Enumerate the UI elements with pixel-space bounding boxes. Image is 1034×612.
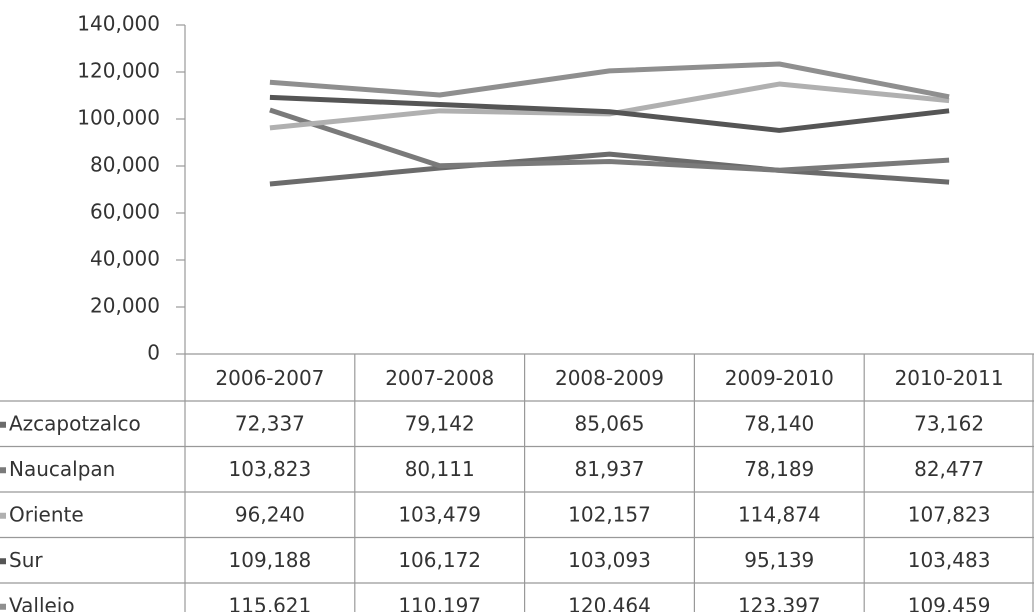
legend-label: Oriente (9, 502, 84, 526)
legend-label: Azcapotzalco (9, 411, 141, 435)
y-tick-label: 120,000 (77, 59, 160, 83)
table-value: 115,621 (229, 593, 312, 612)
x-tick-label: 2009-2010 (725, 366, 834, 390)
y-tick-label: 140,000 (77, 12, 160, 36)
series-line (269, 151, 950, 187)
table-value: 103,823 (229, 457, 312, 481)
x-tick-label: 2008-2009 (555, 366, 664, 390)
legend-key (0, 512, 6, 519)
y-tick-label: 0 (147, 341, 160, 365)
table-value: 79,142 (405, 411, 475, 435)
table-value: 82,477 (914, 457, 984, 481)
y-tick-label: 60,000 (90, 200, 160, 224)
legend-key (0, 421, 6, 428)
y-tick-label: 20,000 (90, 294, 160, 318)
table-value: 103,093 (568, 548, 651, 572)
table-value: 103,479 (398, 502, 481, 526)
x-tick-label: 2007-2008 (385, 366, 494, 390)
table-value: 78,140 (744, 411, 814, 435)
x-tick-label: 2006-2007 (215, 366, 324, 390)
table-value: 106,172 (398, 548, 481, 572)
table-value: 109,459 (908, 593, 991, 612)
table-value: 72,337 (235, 411, 305, 435)
y-tick-label: 80,000 (90, 153, 160, 177)
series-line (269, 61, 950, 100)
table-value: 109,188 (229, 548, 312, 572)
series-line (269, 107, 950, 173)
table-value: 73,162 (914, 411, 984, 435)
y-tick-label: 40,000 (90, 247, 160, 271)
table-value: 95,139 (744, 548, 814, 572)
legend-label: Vallejo (9, 593, 75, 612)
table-value: 102,157 (568, 502, 651, 526)
table-value: 81,937 (575, 457, 645, 481)
table-value: 120,464 (568, 593, 651, 612)
legend-label: Naucalpan (9, 457, 115, 481)
table-value: 85,065 (575, 411, 645, 435)
series-line (269, 94, 950, 133)
table-value: 78,189 (744, 457, 814, 481)
legend-label: Sur (9, 548, 43, 572)
table-value: 80,111 (405, 457, 475, 481)
legend-key (0, 558, 6, 565)
table-value: 107,823 (908, 502, 991, 526)
table-value: 96,240 (235, 502, 305, 526)
table-value: 110,197 (398, 593, 481, 612)
x-tick-label: 2010-2011 (895, 366, 1004, 390)
y-tick-label: 100,000 (77, 106, 160, 130)
legend-key (0, 467, 6, 474)
table-value: 123,397 (738, 593, 821, 612)
table-value: 103,483 (908, 548, 991, 572)
table-value: 114,874 (738, 502, 821, 526)
legend-key (0, 603, 6, 610)
